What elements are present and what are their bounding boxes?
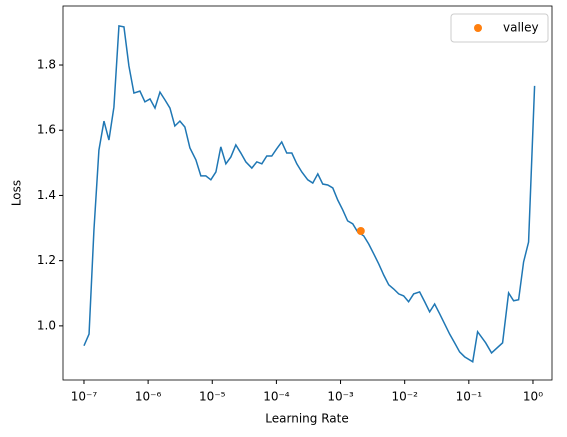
y-tick-label: 1.8 xyxy=(37,58,56,72)
valley-point xyxy=(356,226,365,235)
legend-marker xyxy=(474,24,482,32)
axes-frame xyxy=(62,5,553,381)
x-tick-label: 10⁻² xyxy=(391,390,418,404)
x-tick-label: 10⁻⁶ xyxy=(135,390,162,404)
x-tick-label: 10⁻³ xyxy=(327,390,354,404)
legend-box xyxy=(450,13,549,43)
x-tick-label: 10⁻⁵ xyxy=(199,390,226,404)
loss-line xyxy=(83,24,536,363)
x-tick-label: 10⁻¹ xyxy=(456,390,483,404)
y-axis-label: Loss xyxy=(10,180,24,206)
x-axis-label: Learning Rate xyxy=(265,412,348,426)
y-tick-label: 1.0 xyxy=(37,318,56,332)
x-tick-label: 10⁻⁴ xyxy=(263,390,290,404)
y-tick-label: 1.2 xyxy=(37,253,56,267)
legend-label: valley xyxy=(503,21,539,35)
x-tick-label: 10⁰ xyxy=(523,390,543,404)
x-tick-label: 10⁻⁷ xyxy=(71,390,98,404)
y-tick-label: 1.6 xyxy=(37,123,56,137)
y-tick-label: 1.4 xyxy=(37,188,56,202)
